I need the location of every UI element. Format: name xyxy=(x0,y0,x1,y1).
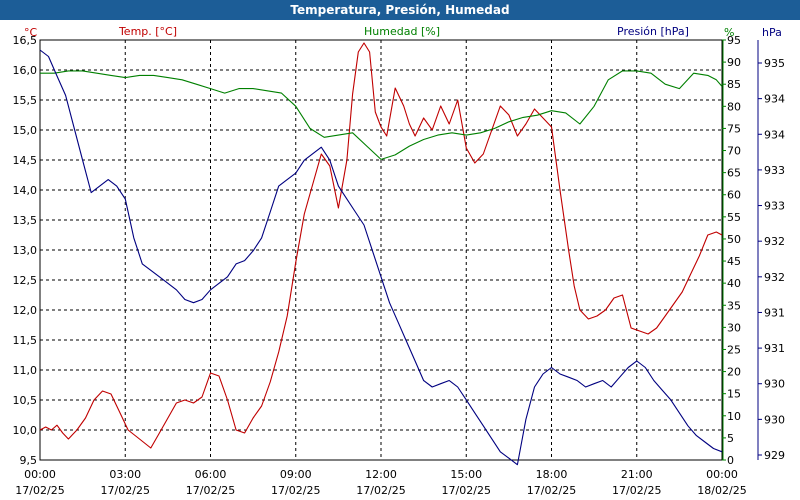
pres-tick-label: 934 xyxy=(764,93,785,106)
temp-tick-label: 11,5 xyxy=(13,334,38,347)
hum-tick-label: 80 xyxy=(727,100,741,113)
legend-humidity: Humedad [%] xyxy=(364,25,440,38)
x-tick-date: 17/02/25 xyxy=(527,484,576,497)
x-tick-date: 17/02/25 xyxy=(15,484,64,497)
pres-tick-label: 935 xyxy=(764,57,785,70)
pres-tick-label: 933 xyxy=(764,200,785,213)
x-tick-label: 12:00 xyxy=(365,468,397,481)
hum-tick-label: 40 xyxy=(727,277,741,290)
hum-tick-label: 85 xyxy=(727,78,741,91)
hum-tick-label: 50 xyxy=(727,233,741,246)
temp-tick-label: 12,5 xyxy=(13,274,38,287)
temp-tick-label: 9,5 xyxy=(20,454,38,467)
x-tick-date: 18/02/25 xyxy=(697,484,746,497)
temp-tick-label: 12,0 xyxy=(13,304,38,317)
hum-tick-label: 20 xyxy=(727,366,741,379)
temp-tick-label: 15,0 xyxy=(13,124,38,137)
hum-tick-label: 30 xyxy=(727,321,741,334)
hum-tick-label: 60 xyxy=(727,189,741,202)
hum-tick-label: 95 xyxy=(727,34,741,47)
pres-tick-label: 929 xyxy=(764,449,785,462)
chart-title: Temperatura, Presión, Humedad xyxy=(0,0,800,20)
hum-tick-label: 25 xyxy=(727,343,741,356)
hum-tick-label: 65 xyxy=(727,167,741,180)
x-tick-date: 17/02/25 xyxy=(271,484,320,497)
legend-pressure: Presión [hPa] xyxy=(617,25,689,38)
x-tick-date: 17/02/25 xyxy=(186,484,235,497)
temp-tick-label: 16,0 xyxy=(13,64,38,77)
temp-series-line xyxy=(39,42,723,449)
x-tick-label: 00:00 xyxy=(24,468,56,481)
x-tick-label: 00:00 xyxy=(706,468,738,481)
x-tick-label: 15:00 xyxy=(450,468,482,481)
x-tick-label: 18:00 xyxy=(536,468,568,481)
hum-tick-label: 15 xyxy=(727,388,741,401)
x-tick-date: 17/02/25 xyxy=(101,484,150,497)
x-tick-label: 09:00 xyxy=(280,468,312,481)
hum-tick-label: 0 xyxy=(727,454,734,467)
temp-tick-label: 15,5 xyxy=(13,94,38,107)
temp-tick-label: 14,0 xyxy=(13,184,38,197)
hum-tick-label: 10 xyxy=(727,410,741,423)
hum-tick-label: 75 xyxy=(727,122,741,135)
pres-tick-label: 932 xyxy=(764,271,785,284)
legend-temp: Temp. [°C] xyxy=(118,25,177,38)
pressure-series-line xyxy=(39,49,723,466)
x-tick-label: 03:00 xyxy=(109,468,141,481)
x-tick-date: 17/02/25 xyxy=(612,484,661,497)
temp-unit-label: °C xyxy=(24,26,38,39)
pres-tick-label: 931 xyxy=(764,342,785,355)
hum-tick-label: 5 xyxy=(727,432,734,445)
pres-tick-label: 933 xyxy=(764,164,785,177)
hum-tick-label: 45 xyxy=(727,255,741,268)
hum-tick-label: 55 xyxy=(727,211,741,224)
temp-tick-label: 11,0 xyxy=(13,364,38,377)
temp-tick-label: 13,5 xyxy=(13,214,38,227)
x-tick-date: 17/02/25 xyxy=(356,484,405,497)
temp-tick-label: 10,0 xyxy=(13,424,38,437)
hum-tick-label: 90 xyxy=(727,56,741,69)
pres-tick-label: 932 xyxy=(764,235,785,248)
hum-unit-label: % xyxy=(724,26,734,39)
hum-tick-label: 35 xyxy=(727,299,741,312)
temp-tick-label: 10,5 xyxy=(13,394,38,407)
pres-tick-label: 931 xyxy=(764,306,785,319)
hum-tick-label: 70 xyxy=(727,145,741,158)
pres-unit-label: hPa xyxy=(762,26,782,39)
x-tick-label: 21:00 xyxy=(621,468,653,481)
chart-area: 00:00 17/02/25 03:00 17/02/25 06:00 17/02/25 0… xyxy=(13,25,786,497)
humidity-series-line xyxy=(40,70,723,160)
pres-tick-label: 934 xyxy=(764,128,785,141)
temp-tick-label: 16,5 xyxy=(13,34,38,47)
pres-tick-label: 930 xyxy=(764,378,785,391)
temp-tick-label: 14,5 xyxy=(13,154,38,167)
pres-tick-label: 930 xyxy=(764,413,785,426)
x-tick-label: 06:00 xyxy=(195,468,227,481)
x-tick-date: 17/02/25 xyxy=(442,484,491,497)
temp-tick-label: 13,0 xyxy=(13,244,38,257)
